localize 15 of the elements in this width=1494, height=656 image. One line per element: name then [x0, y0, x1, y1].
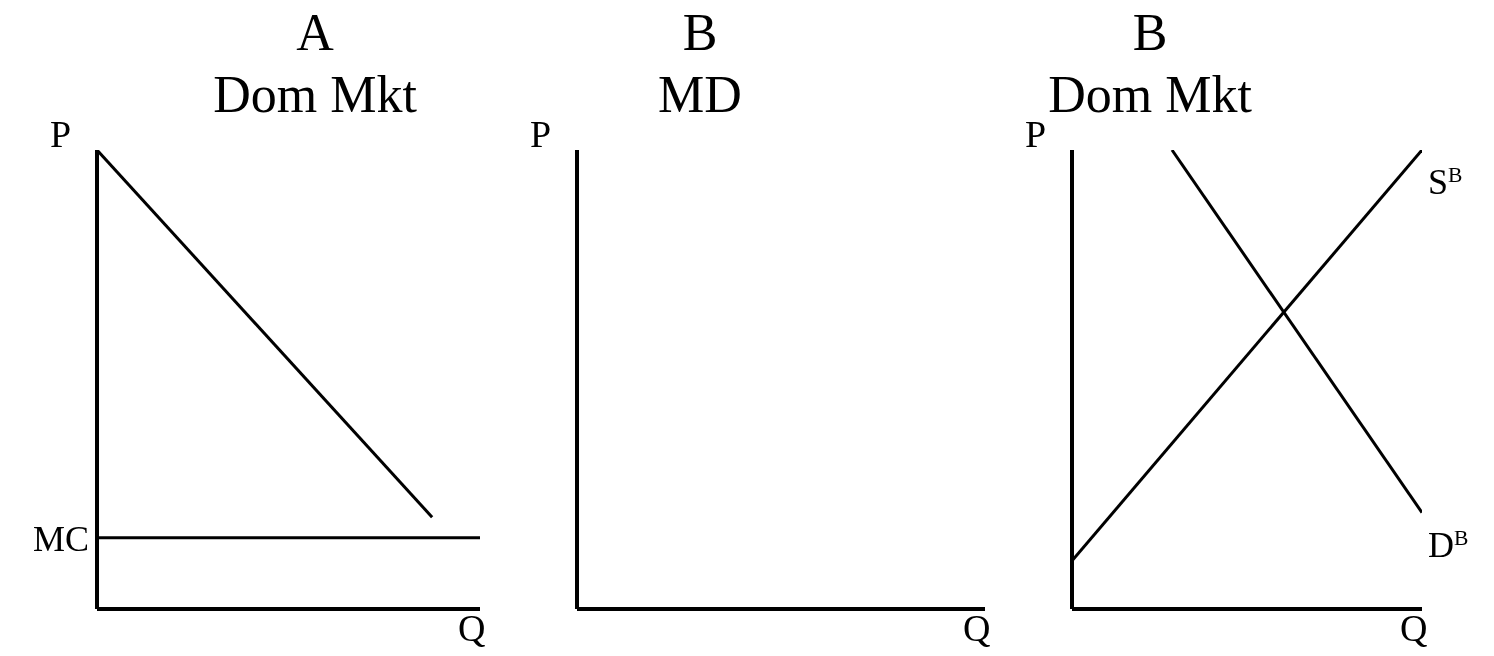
text: MD [658, 66, 742, 123]
x-axis-title: Q [458, 606, 486, 650]
chart-title: B [1131, 3, 1169, 63]
x-axis-title: Q [1400, 606, 1428, 650]
ref-line-label: MC [32, 518, 89, 559]
chart-subtitle: Dom Mkt [1048, 66, 1252, 123]
series-label: D$^{B}$ [1428, 524, 1469, 565]
y-axis-title: P [1025, 112, 1047, 156]
text: P [530, 112, 552, 156]
y-axis-title: P [50, 112, 72, 156]
text: B [681, 3, 719, 63]
text: Q [963, 606, 991, 650]
chart-subtitle: Dom Mkt [212, 65, 418, 125]
chart-title: A [295, 3, 335, 63]
series-label: S$^{B}$ [1428, 162, 1463, 202]
